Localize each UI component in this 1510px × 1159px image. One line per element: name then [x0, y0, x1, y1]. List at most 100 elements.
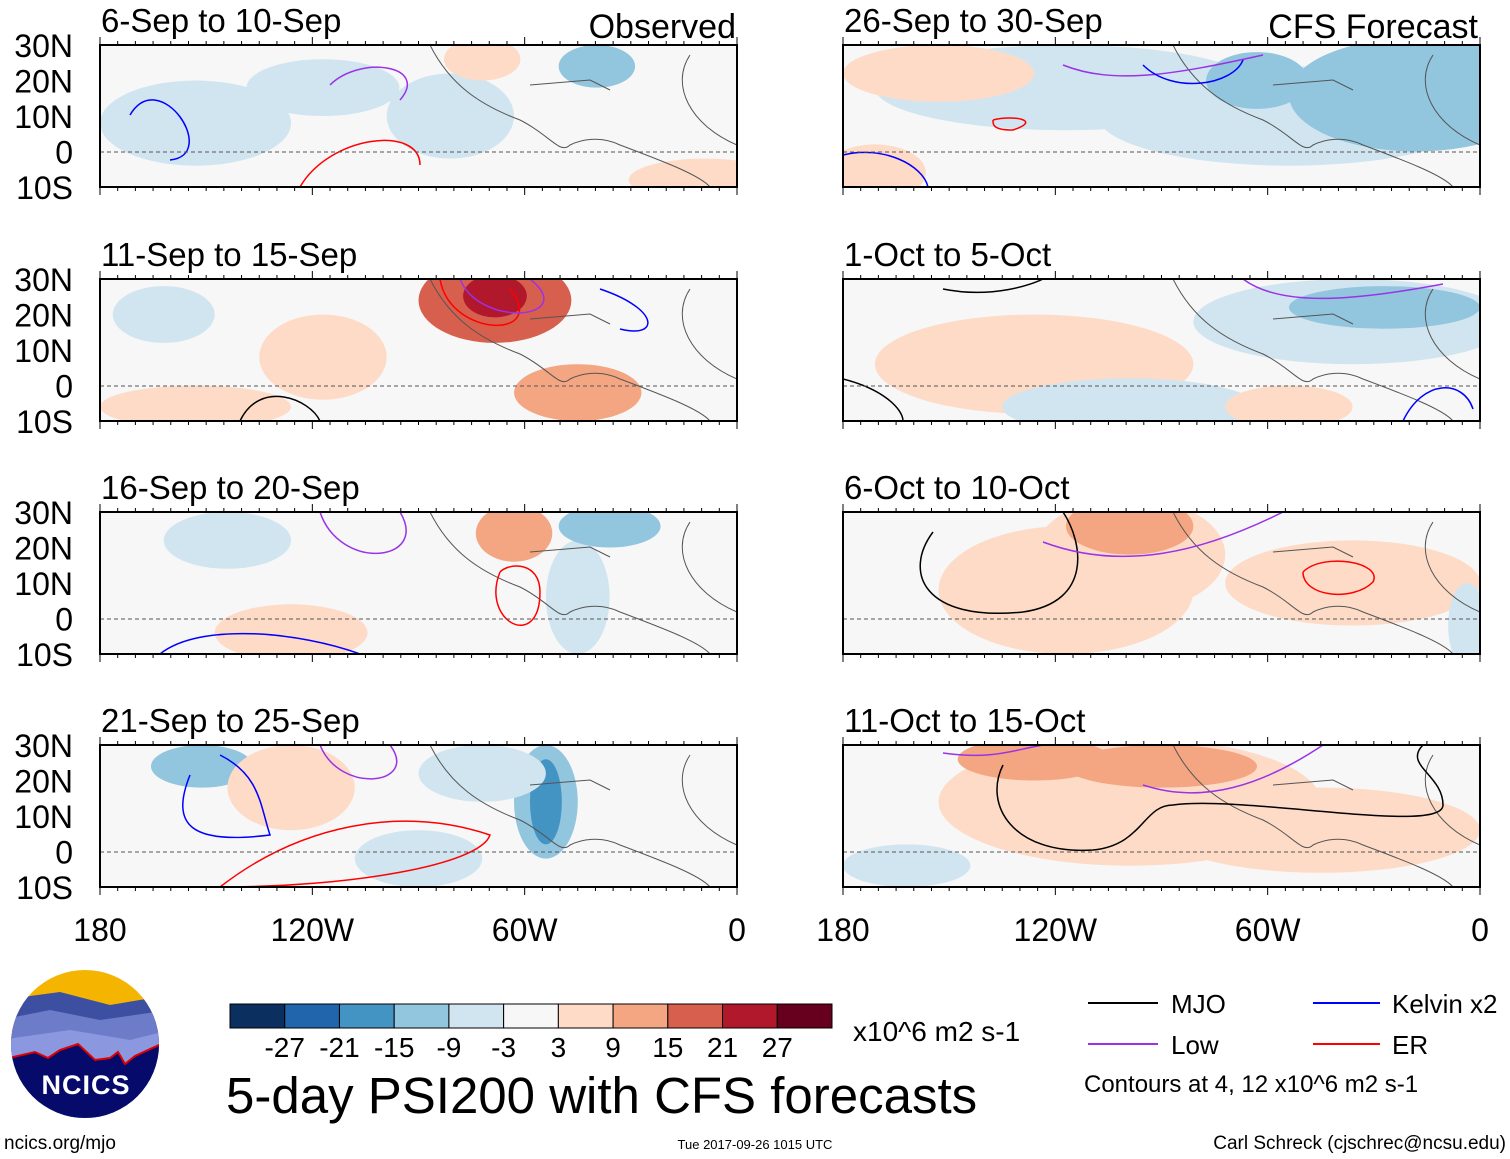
legend-label-low: Low	[1171, 1030, 1219, 1060]
contour-line	[1242, 279, 1444, 300]
column-label-observed: Observed	[589, 8, 736, 46]
latitude-label: 0	[55, 602, 73, 638]
anomaly-shading	[163, 512, 292, 569]
panel-title: 11-Oct to 15-Oct	[844, 702, 1085, 739]
anomaly-shading	[1288, 286, 1480, 329]
colorbar-swatch	[393, 1003, 450, 1029]
contour-line	[319, 512, 407, 555]
colorbar-tick-label: 15	[652, 1032, 683, 1063]
contour-line	[159, 632, 361, 654]
contour-line	[129, 99, 190, 161]
contours-note: Contours at 4, 12 x10^6 m2 s-1	[1084, 1071, 1418, 1098]
contour-line	[996, 745, 1444, 852]
anomaly-shading	[558, 512, 661, 548]
latitude-label: 30N	[14, 495, 73, 531]
anomaly-shading	[843, 144, 926, 187]
colorbar-tick-label: 9	[605, 1032, 621, 1063]
colorbar-tick-label: 3	[551, 1032, 567, 1063]
anomaly-shading	[843, 45, 1035, 102]
panel-title: 16-Sep to 20-Sep	[101, 469, 360, 506]
legend: MJO Low Kelvin x2 ER Contours at 4, 12 x…	[1084, 989, 1498, 1098]
colorbar-swatch	[229, 1003, 286, 1029]
anomaly-shading	[475, 512, 553, 562]
legend-label-mjo: MJO	[1171, 989, 1226, 1019]
colorbar-swatch	[612, 1003, 669, 1029]
panel-title: 26-Sep to 30-Sep	[844, 2, 1103, 39]
latitude-label: 20N	[14, 64, 73, 100]
anomaly-shading	[259, 314, 387, 400]
contour-line	[329, 66, 408, 101]
colorbar-swatch	[284, 1003, 340, 1029]
contour-line	[942, 279, 1044, 294]
coastline	[1172, 279, 1480, 421]
latitude-label: 10N	[14, 333, 73, 369]
colorbar-swatch	[338, 1003, 395, 1029]
panel-title: 6-Sep to 10-Sep	[101, 2, 341, 39]
latitude-label: 10S	[16, 637, 73, 673]
map-panel: 11-Oct to 15-Oct	[842, 702, 1481, 895]
legend-label-er: ER	[1392, 1030, 1428, 1060]
anomaly-shading	[112, 286, 215, 343]
longitude-label: 180	[816, 912, 869, 948]
contour-line	[182, 754, 272, 839]
colorbar-swatch	[448, 1003, 505, 1029]
anomaly-shading	[100, 80, 292, 166]
colorbar-swatch	[722, 1003, 778, 1029]
colorbar-swatch	[557, 1003, 614, 1029]
contour-line	[299, 139, 421, 187]
latitude-label: 10S	[16, 870, 73, 906]
logo-text: NCICS	[41, 1070, 130, 1100]
contour-line	[1042, 512, 1284, 558]
contour-line	[459, 279, 545, 314]
latitude-label: 10S	[16, 170, 73, 206]
anomaly-shading	[418, 745, 546, 802]
coastline	[1172, 45, 1480, 187]
anomaly-shading	[1161, 787, 1480, 873]
colorbar-units: x10^6 m2 s-1	[853, 1016, 1020, 1047]
contour-line	[942, 745, 1044, 757]
panel-title: 6-Oct to 10-Oct	[844, 469, 1070, 506]
legend-label-kelvin: Kelvin x2	[1392, 989, 1498, 1019]
map-panel: 6-Oct to 10-Oct	[842, 469, 1481, 662]
anomaly-shading	[1225, 540, 1480, 626]
website-link[interactable]: ncics.org/mjo	[4, 1133, 116, 1154]
anomaly-shading	[843, 844, 971, 887]
latitude-label: 10S	[16, 404, 73, 440]
timestamp: Tue 2017-09-26 1015 UTC	[678, 1137, 833, 1152]
anomaly-shading	[1225, 385, 1353, 421]
coastline	[429, 279, 737, 421]
contour-line	[1142, 59, 1244, 85]
colorbar-tick-label: -15	[374, 1032, 414, 1063]
longitude-label: 60W	[492, 912, 559, 948]
coastline	[1172, 745, 1480, 887]
contour-line	[1402, 387, 1474, 421]
contour-line	[239, 395, 321, 421]
latitude-label: 0	[55, 369, 73, 405]
coastline	[429, 745, 737, 887]
colorbar-swatch	[776, 1003, 833, 1029]
longitude-label: 180	[73, 912, 126, 948]
contour-line	[495, 565, 541, 626]
colorbar-tick-label: -3	[491, 1032, 516, 1063]
panel-title: 21-Sep to 25-Sep	[101, 702, 360, 739]
latitude-label: 30N	[14, 262, 73, 298]
panel-title: 11-Sep to 15-Sep	[101, 236, 357, 273]
colorbar-tick-label: -21	[319, 1032, 359, 1063]
anomaly-shading	[1288, 45, 1480, 152]
colorbar-swatch	[503, 1003, 559, 1029]
latitude-label: 20N	[14, 298, 73, 334]
anomaly-shading	[443, 45, 521, 81]
contour-line	[439, 279, 520, 327]
author-credit: Carl Schreck (cjschrec@ncsu.edu)	[1213, 1133, 1506, 1154]
anomaly-shading	[100, 385, 292, 421]
colorbar-tick-label: -9	[436, 1032, 461, 1063]
anomaly-shading	[227, 745, 355, 831]
anomaly-shading	[1206, 52, 1309, 109]
contour-line	[992, 117, 1027, 131]
contour-line	[319, 745, 398, 780]
anomaly-shading	[150, 745, 253, 788]
